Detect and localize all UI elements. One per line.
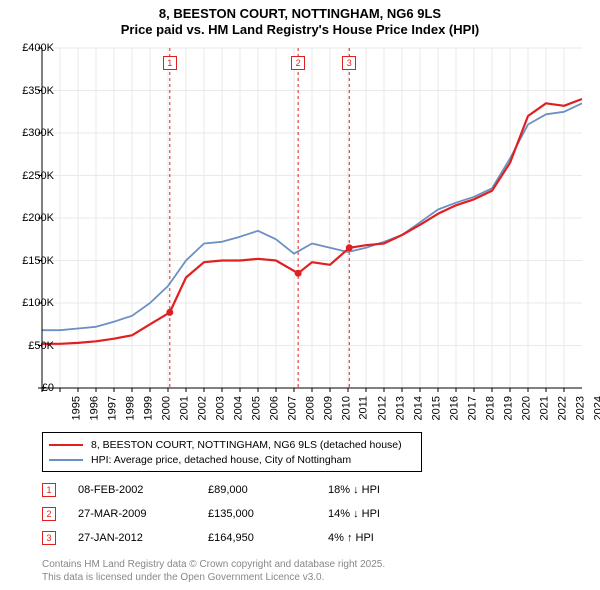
x-tick-label: 2015 [430, 396, 442, 420]
legend-swatch [49, 459, 83, 461]
x-tick-label: 2022 [556, 396, 568, 420]
sale-delta: 14% ↓ HPI [328, 508, 418, 520]
x-tick-label: 2018 [484, 396, 496, 420]
legend-swatch [49, 444, 83, 446]
sale-date: 08-FEB-2002 [78, 484, 208, 496]
x-tick-label: 2008 [304, 396, 316, 420]
legend-row: HPI: Average price, detached house, City… [49, 452, 415, 467]
sale-row: 3 27-JAN-2012£164,9504% ↑ HPI [42, 526, 418, 550]
title-line-1: 8, BEESTON COURT, NOTTINGHAM, NG6 9LS [0, 6, 600, 22]
x-tick-label: 2004 [232, 396, 244, 420]
footer: Contains HM Land Registry data © Crown c… [42, 559, 385, 584]
sale-price: £135,000 [208, 508, 328, 520]
sale-row-marker: 3 [42, 531, 56, 545]
legend-row: 8, BEESTON COURT, NOTTINGHAM, NG6 9LS (d… [49, 437, 415, 452]
x-tick-label: 2017 [466, 396, 478, 420]
x-tick-label: 2006 [268, 396, 280, 420]
chart-area [42, 48, 582, 388]
x-tick-label: 1995 [70, 396, 82, 420]
y-tick-label: £150K [6, 255, 54, 267]
sale-marker-flag: 1 [163, 56, 177, 70]
legend-label: 8, BEESTON COURT, NOTTINGHAM, NG6 9LS (d… [91, 439, 402, 451]
x-tick-label: 1996 [88, 396, 100, 420]
x-tick-label: 2011 [358, 396, 370, 420]
x-tick-label: 2010 [340, 396, 352, 420]
x-tick-label: 2014 [412, 396, 424, 420]
legend-label: HPI: Average price, detached house, City… [91, 454, 351, 466]
sale-date: 27-JAN-2012 [78, 532, 208, 544]
sale-date: 27-MAR-2009 [78, 508, 208, 520]
x-tick-label: 2012 [376, 396, 388, 420]
title-line-2: Price paid vs. HM Land Registry's House … [0, 22, 600, 38]
x-tick-label: 2016 [448, 396, 460, 420]
y-tick-label: £400K [6, 42, 54, 54]
x-tick-label: 2000 [160, 396, 172, 420]
sale-row-marker: 1 [42, 483, 56, 497]
x-tick-label: 1998 [124, 396, 136, 420]
sale-delta: 4% ↑ HPI [328, 532, 418, 544]
sale-row: 2 27-MAR-2009£135,00014% ↓ HPI [42, 502, 418, 526]
y-tick-label: £0 [6, 382, 54, 394]
sale-delta: 18% ↓ HPI [328, 484, 418, 496]
sales-table: 1 08-FEB-2002£89,00018% ↓ HPI 2 27-MAR-2009… [42, 478, 418, 550]
chart-container: 8, BEESTON COURT, NOTTINGHAM, NG6 9LS Pr… [0, 0, 600, 590]
y-tick-label: £200K [6, 212, 54, 224]
sale-row: 1 08-FEB-2002£89,00018% ↓ HPI [42, 478, 418, 502]
x-tick-label: 2020 [520, 396, 532, 420]
x-tick-label: 2002 [196, 396, 208, 420]
x-tick-label: 2013 [394, 396, 406, 420]
y-tick-label: £250K [6, 170, 54, 182]
chart-svg [42, 48, 582, 388]
x-tick-label: 2003 [214, 396, 226, 420]
title-block: 8, BEESTON COURT, NOTTINGHAM, NG6 9LS Pr… [0, 0, 600, 39]
sale-row-marker: 2 [42, 507, 56, 521]
sale-marker-flag: 2 [291, 56, 305, 70]
sale-price: £164,950 [208, 532, 328, 544]
sale-price: £89,000 [208, 484, 328, 496]
x-tick-label: 2019 [502, 396, 514, 420]
x-tick-label: 2024 [592, 396, 600, 420]
x-tick-label: 2009 [322, 396, 334, 420]
x-tick-label: 2021 [538, 396, 550, 420]
x-tick-label: 2023 [574, 396, 586, 420]
legend: 8, BEESTON COURT, NOTTINGHAM, NG6 9LS (d… [42, 432, 422, 472]
x-tick-label: 2001 [178, 396, 190, 420]
footer-line-2: This data is licensed under the Open Gov… [42, 572, 385, 585]
x-tick-label: 2005 [250, 396, 262, 420]
y-tick-label: £100K [6, 297, 54, 309]
y-tick-label: £300K [6, 127, 54, 139]
y-tick-label: £50K [6, 340, 54, 352]
x-tick-label: 2007 [286, 396, 298, 420]
x-tick-label: 1997 [106, 396, 118, 420]
footer-line-1: Contains HM Land Registry data © Crown c… [42, 559, 385, 572]
x-tick-label: 1999 [142, 396, 154, 420]
y-tick-label: £350K [6, 85, 54, 97]
sale-marker-flag: 3 [342, 56, 356, 70]
